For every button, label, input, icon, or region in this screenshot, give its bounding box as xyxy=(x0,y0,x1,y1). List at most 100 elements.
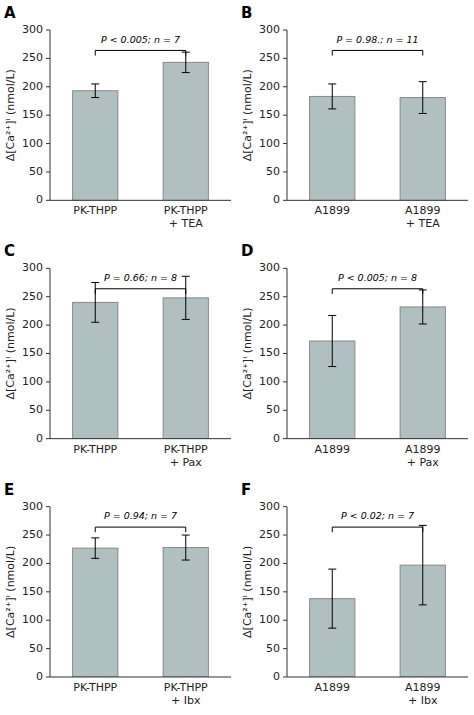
error-cap xyxy=(182,276,190,277)
x-tick-label-line: A1899 xyxy=(405,204,441,217)
p-value: P = 0.98.; n = 11 xyxy=(336,34,418,45)
y-tick-label: 100 xyxy=(259,137,280,150)
x-tick-label: A1899+ Pax xyxy=(405,443,441,469)
y-tick-label: 100 xyxy=(22,613,43,626)
x-tick-label-line: + TEA xyxy=(169,217,203,230)
y-tick xyxy=(46,591,50,592)
p-value: P < 0.005; n = 8 xyxy=(338,272,417,283)
error-bar xyxy=(419,290,427,324)
y-tick xyxy=(46,115,50,116)
error-cap xyxy=(419,323,427,324)
p-value: P = 0.94; n = 7 xyxy=(104,510,177,521)
y-tick-label: 300 xyxy=(22,23,43,36)
y-tick-label: 150 xyxy=(259,108,280,121)
panel-label: E xyxy=(4,481,14,499)
y-tick xyxy=(46,86,50,87)
y-axis xyxy=(50,268,51,438)
y-tick-label: 300 xyxy=(22,261,43,274)
error-line xyxy=(185,535,186,560)
y-tick xyxy=(283,648,287,649)
bar xyxy=(310,96,355,200)
x-axis xyxy=(287,677,468,678)
y-tick-label: 50 xyxy=(29,165,43,178)
figure: 050100150200250300PK-THPPPK-THPP+ TEAΔ[C… xyxy=(0,0,474,715)
error-cap xyxy=(328,83,336,84)
x-tick-label-line: + Pax xyxy=(170,456,203,469)
x-tick-label-line: + Ibx xyxy=(408,694,438,707)
y-tick xyxy=(283,677,287,678)
error-cap xyxy=(182,535,190,536)
x-tick-label-line: A1899 xyxy=(314,681,350,694)
y-tick xyxy=(283,353,287,354)
bar xyxy=(400,98,445,201)
x-tick-label-line: PK-THPP xyxy=(73,204,117,217)
y-tick xyxy=(46,563,50,564)
error-bar xyxy=(328,315,336,366)
error-bar xyxy=(328,84,336,109)
y-tick xyxy=(283,200,287,201)
x-axis xyxy=(287,438,468,439)
x-axis xyxy=(50,200,231,201)
y-tick-label: 50 xyxy=(266,642,280,655)
y-tick-label: 200 xyxy=(22,318,43,331)
x-axis xyxy=(287,200,468,201)
error-cap xyxy=(91,537,99,538)
significance-bracket xyxy=(332,50,423,55)
panel-label: C xyxy=(4,242,15,260)
significance-bracket xyxy=(332,527,423,532)
y-tick xyxy=(46,648,50,649)
y-axis xyxy=(287,507,288,677)
error-bar xyxy=(419,82,427,114)
chart-container: 050100150200250300PK-THPPPK-THPP+ TEAΔ[C… xyxy=(0,0,474,715)
x-tick-label-line: PK-THPP xyxy=(73,681,117,694)
error-line xyxy=(422,525,423,604)
y-tick xyxy=(283,381,287,382)
x-tick-label-line: PK-THPP xyxy=(164,443,208,456)
y-tick xyxy=(46,677,50,678)
y-tick-label: 250 xyxy=(259,51,280,64)
y-tick-label: 300 xyxy=(22,500,43,513)
y-tick-label: 250 xyxy=(22,528,43,541)
error-line xyxy=(332,569,333,628)
y-tick xyxy=(46,143,50,144)
y-tick-label: 150 xyxy=(259,347,280,360)
y-tick-label: 0 xyxy=(273,670,280,683)
x-tick-label-line: A1899 xyxy=(314,204,350,217)
marks xyxy=(310,525,446,677)
y-tick xyxy=(283,591,287,592)
marks xyxy=(73,276,209,438)
x-tick-label: PK-THPP+ TEA xyxy=(164,204,208,230)
bar xyxy=(73,91,118,201)
x-tick-label: PK-THPP xyxy=(73,204,117,217)
y-axis xyxy=(50,30,51,200)
y-axis xyxy=(287,268,288,438)
y-tick-label: 100 xyxy=(22,137,43,150)
y-tick-label: 300 xyxy=(259,261,280,274)
y-tick-label: 250 xyxy=(259,290,280,303)
panel: 050100150200250300PK-THPPPK-THPP+ PaxΔ[C… xyxy=(4,242,231,468)
y-axis-label: Δ[Ca²⁺]ᴵ (nmol/L) xyxy=(241,546,254,638)
panel: 050100150200250300A1899A1899+ PaxΔ[Ca²⁺]… xyxy=(241,242,468,468)
y-axis-label: Δ[Ca²⁺]ᴵ (nmol/L) xyxy=(4,307,17,399)
error-cap xyxy=(419,604,427,605)
y-tick xyxy=(46,506,50,507)
bar xyxy=(163,298,208,439)
y-axis xyxy=(287,30,288,200)
error-line xyxy=(422,82,423,114)
error-cap xyxy=(91,282,99,283)
error-cap xyxy=(182,319,190,320)
x-tick-label: PK-THPP+ Ibx xyxy=(164,681,208,707)
bar xyxy=(73,302,118,438)
y-tick-label: 50 xyxy=(266,403,280,416)
y-tick-label: 150 xyxy=(22,108,43,121)
y-axis-label: Δ[Ca²⁺]ᴵ (nmol/L) xyxy=(4,69,17,161)
error-line xyxy=(422,290,423,324)
error-cap xyxy=(328,315,336,316)
y-tick xyxy=(283,325,287,326)
error-bar xyxy=(328,569,336,628)
y-tick xyxy=(283,438,287,439)
bar xyxy=(73,548,118,677)
x-tick-label-line: A1899 xyxy=(314,443,350,456)
significance-bracket xyxy=(95,50,186,55)
panel-label: B xyxy=(241,4,252,22)
